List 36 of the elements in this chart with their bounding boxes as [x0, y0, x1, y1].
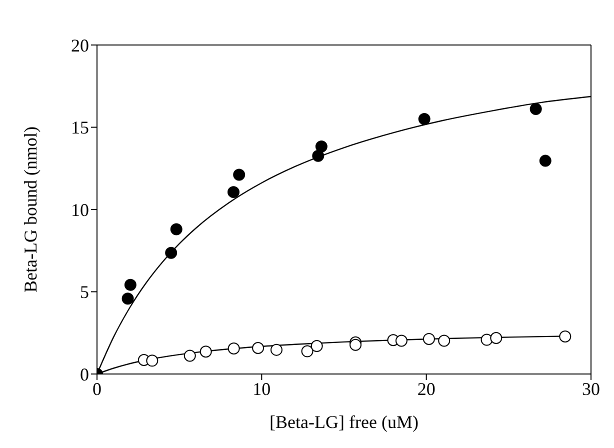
- point: [395, 334, 408, 347]
- x-tick-label: 0: [92, 378, 102, 399]
- x-tick-label: 10: [252, 378, 271, 399]
- point: [228, 186, 240, 198]
- point: [124, 278, 136, 291]
- point: [530, 102, 542, 115]
- point: [270, 344, 282, 356]
- point: [315, 140, 328, 152]
- point: [438, 334, 450, 347]
- point: [301, 345, 314, 358]
- point: [418, 113, 430, 126]
- point: [200, 346, 212, 358]
- point: [228, 342, 240, 355]
- point: [252, 342, 264, 354]
- point: [122, 292, 134, 305]
- point: [490, 332, 502, 344]
- point: [539, 154, 552, 167]
- x-tick-label: 20: [417, 378, 436, 399]
- y-tick-label: 0: [80, 364, 89, 384]
- point: [559, 330, 572, 342]
- point: [184, 350, 196, 362]
- x-axis-title: [Beta-LG] free (uM): [270, 412, 418, 432]
- point: [422, 332, 435, 345]
- x-tick-label: 30: [582, 378, 600, 399]
- y-tick-label: 15: [71, 118, 89, 138]
- point: [310, 340, 323, 352]
- y-tick-label: 10: [71, 200, 89, 220]
- point: [350, 338, 362, 351]
- point: [165, 246, 178, 259]
- y-tick-label: 20: [71, 35, 89, 56]
- point: [233, 168, 246, 181]
- point: [146, 354, 158, 367]
- y-tick-label: 5: [80, 282, 89, 302]
- point: [170, 223, 182, 236]
- y-axis-title: Beta-LG bound (nmol): [20, 126, 40, 292]
- point: [312, 150, 324, 162]
